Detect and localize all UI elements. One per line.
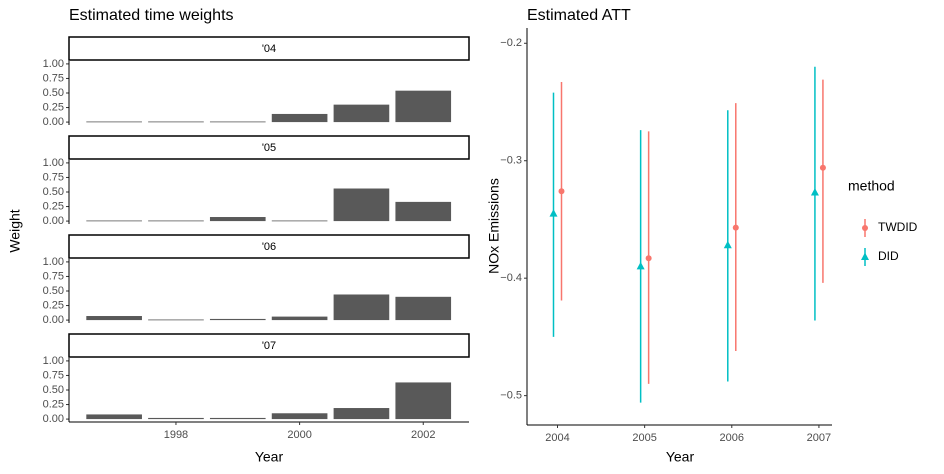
bar [395, 382, 452, 420]
y-tick-label: 1.00 [43, 355, 64, 367]
y-tick-label: 0.00 [43, 413, 64, 425]
bar [271, 316, 328, 321]
facet-strip [68, 234, 470, 259]
x-axis-title: Year [255, 449, 284, 465]
bar [395, 296, 452, 321]
y-tick-label: −0.5 [500, 390, 522, 402]
y-tick-label: 0.25 [43, 398, 64, 410]
point [636, 261, 645, 270]
bar [86, 121, 142, 123]
legend-label: DID [878, 249, 899, 263]
x-tick-label: 2005 [632, 432, 656, 444]
y-tick-label: 0.25 [43, 299, 64, 311]
bar [333, 104, 390, 123]
x-tick-label: 2006 [720, 432, 744, 444]
y-tick-label: 0.75 [43, 171, 64, 183]
y-tick-label: 0.75 [43, 369, 64, 381]
y-tick-label: 0.50 [43, 186, 64, 198]
y-tick-label: 0.00 [43, 314, 64, 326]
legend-key [861, 252, 869, 260]
facet-label: '06 [262, 241, 276, 253]
legend-title: method [848, 178, 895, 194]
y-tick-label: 1.00 [43, 58, 64, 70]
facet-label: '07 [262, 340, 276, 352]
x-tick-label: 2002 [411, 429, 435, 441]
facet-label: '05 [262, 142, 276, 154]
y-tick-label: 0.25 [43, 200, 64, 212]
bar [395, 90, 452, 123]
y-tick-label: 0.50 [43, 87, 64, 99]
y-tick-label: 0.00 [43, 215, 64, 227]
chart-title: Estimated time weights [69, 7, 234, 24]
x-tick-label: 2004 [545, 432, 569, 444]
legend-label: TWDID [878, 220, 918, 234]
bar [148, 121, 204, 123]
facet-strip [68, 36, 470, 61]
bar [209, 121, 266, 123]
bar [148, 220, 204, 222]
point [819, 164, 826, 171]
y-axis-title: NOx Emissions [486, 178, 502, 274]
bar [395, 201, 452, 222]
y-tick-label: 0.25 [43, 101, 64, 113]
facet-strip [68, 333, 470, 358]
x-tick-label: 1998 [164, 429, 188, 441]
y-tick-label: 0.50 [43, 285, 64, 297]
bar [333, 408, 390, 420]
bar [148, 319, 204, 321]
y-tick-label: 0.75 [43, 72, 64, 84]
y-tick-label: −0.2 [500, 37, 522, 49]
y-tick-label: −0.3 [500, 155, 522, 167]
bar [148, 417, 204, 420]
point [723, 240, 732, 249]
bar [86, 414, 142, 420]
facet-label: '04 [262, 43, 276, 55]
point [549, 209, 558, 217]
y-tick-label: 1.00 [43, 157, 64, 169]
bar [209, 417, 266, 420]
legend-key [862, 225, 868, 231]
y-tick-label: 1.00 [43, 256, 64, 268]
y-tick-label: 0.75 [43, 270, 64, 282]
bar [209, 318, 266, 321]
bar [333, 294, 390, 321]
bar [209, 217, 266, 222]
facet-strip [68, 135, 470, 160]
y-tick-label: 0.00 [43, 116, 64, 128]
x-tick-label: 2000 [287, 429, 311, 441]
bar [271, 220, 328, 222]
x-tick-label: 2007 [807, 432, 831, 444]
bar [86, 220, 142, 222]
point [732, 224, 739, 231]
chart-title: Estimated ATT [527, 7, 631, 24]
y-axis-title: Weight [7, 209, 23, 252]
point [558, 188, 565, 195]
y-tick-label: −0.4 [500, 272, 522, 284]
y-tick-label: 0.50 [43, 384, 64, 396]
bar [271, 413, 328, 420]
x-axis-title: Year [666, 449, 695, 465]
point [645, 255, 652, 262]
bar [333, 188, 390, 222]
bar [86, 316, 142, 321]
point [810, 187, 819, 196]
bar [271, 113, 328, 123]
